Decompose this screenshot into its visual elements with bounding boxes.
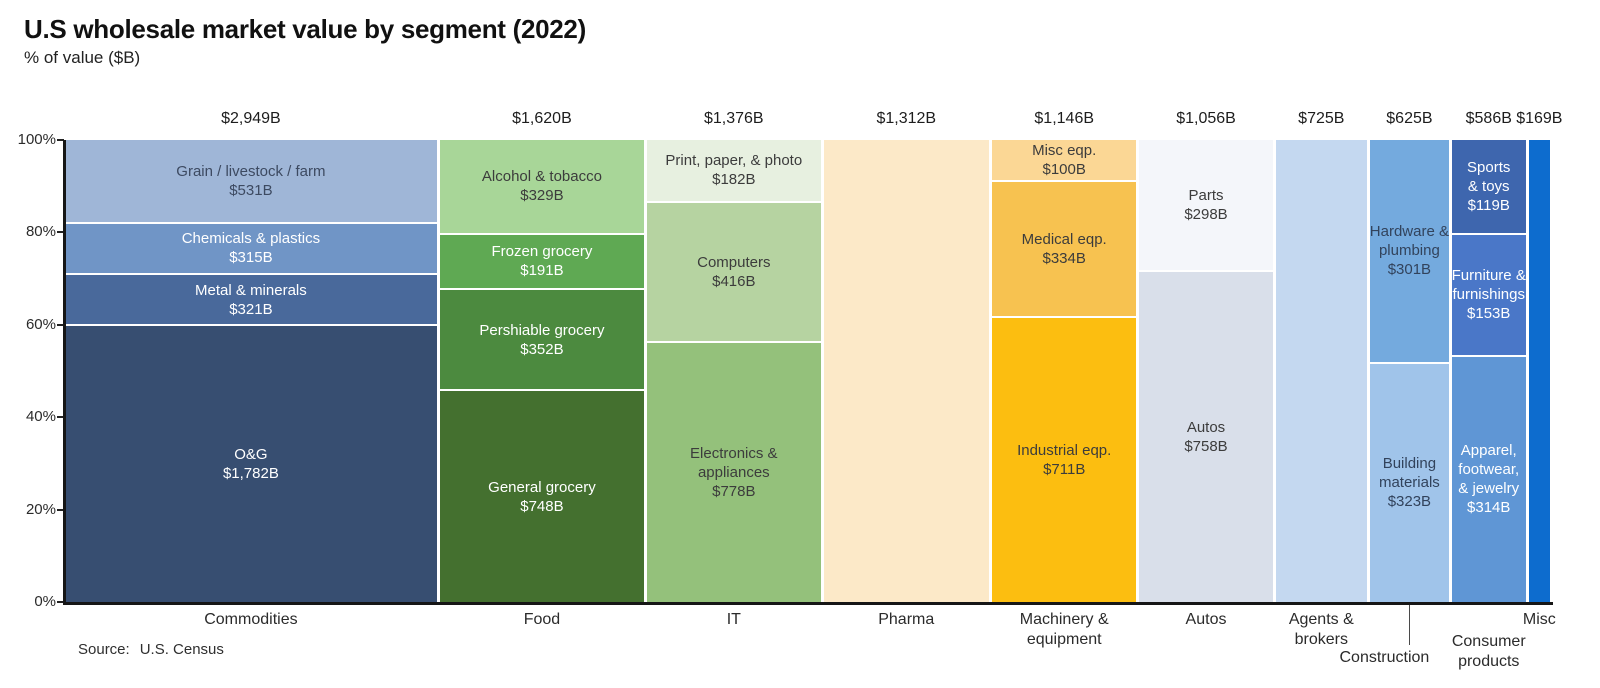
y-tick-label-60: 60% [25,315,56,333]
mekko-segment-medical-eqp: Medical eqp. $334B [991,182,1137,316]
column-total-misc: $169B [1516,110,1563,127]
column-total-consumer-products: $586B [1465,110,1512,127]
mekko-segment-apparel-footwear-jewelry: Apparel, footwear, & jewelry $314B [1451,356,1526,602]
y-tick-mark-20 [57,508,64,511]
segment-label-sports-toys: Sports & toys $119B [1467,159,1511,214]
mekko-column-misc [1528,140,1550,602]
mekko-column-consumer-products: Sports & toys $119B Furniture & furnishings $… [1452,140,1526,602]
x-axis-line [63,602,1553,605]
source-text: U.S. Census [139,641,224,658]
x-axis-label-misc: Misc [1522,611,1556,628]
segment-label-grain-livestock-farm: Grain / livestock / farm $531B [176,163,326,200]
mekko-segment-building-materials: Building materials $323B [1369,363,1449,602]
segment-label-computers: Computers $416B [697,253,771,290]
x-axis-label-consumer-products: Consumer products [1451,633,1526,670]
segment-label-electronics-appliances: Electronics & appliances $778B [690,445,778,501]
mekko-segment-general-grocery: General grocery $748B [439,391,645,602]
column-total-food: $1,620B [512,110,572,127]
x-axis-label-commodities: Commodities [204,611,298,628]
y-tick-mark-0 [57,601,64,603]
x-axis-label-agents-brokers: Agents & brokers [1288,611,1354,648]
segment-label-chemicals-plastics: Chemicals & plastics $315B [181,230,321,267]
mekko-segment-alcohol-tobacco: Alcohol & tobacco $329B [439,140,645,233]
column-total-machinery-equipment: $1,146B [1034,110,1095,127]
segment-label-industrial-eqp: Industrial eqp. $711B [1017,441,1112,478]
mekko-segment-misc-eqp: Misc eqp. $100B [991,140,1137,180]
chart-title: U.S wholesale market value by segment (2… [24,14,586,44]
x-axis-label-construction: Construction [1339,649,1430,666]
mekko-column-autos: Parts $298B Autos $758B [1139,140,1273,602]
mekko-segment-frozen-grocery: Frozen grocery $191B [439,234,645,289]
segment-label-frozen-grocery: Frozen grocery $191B [491,243,593,280]
mekko-segment-autos: Autos $758B [1139,271,1273,602]
y-tick-label-0: 0% [34,593,56,610]
segment-label-pershiable-grocery: Pershiable grocery $352B [479,321,605,358]
mekko-column-machinery-equipment: Misc eqp. $100B Medical eqp. $334B Industria… [991,140,1137,602]
segment-label-o-g: O&G $1,782B [222,446,279,483]
segment-label-metal-minerals: Metal & minerals $321B [195,281,307,318]
mekko-segment-metal-minerals: Metal & minerals $321B [65,274,437,325]
y-tick-mark-80 [57,231,64,234]
segment-label-alcohol-tobacco: Alcohol & tobacco $329B [481,168,602,205]
column-total-it: $1,376B [703,110,764,127]
segment-label-hardware-plumbing: Hardware & plumbing $301B [1369,223,1449,279]
mekko-segment-electronics-appliances: Electronics & appliances $778B [647,343,821,602]
chart-subtitle: % of value ($B) [24,48,141,67]
mekko-segment-hardware-plumbing: Hardware & plumbing $301B [1370,140,1449,362]
x-axis-label-machinery-equipment: Machinery & equipment [1019,611,1109,648]
x-axis-label-autos: Autos [1185,611,1227,628]
mekko-column-commodities: Grain / livestock / farm $531B Chemicals &… [65,140,437,602]
mekko-segment-print-paper-photo: Print, paper, & photo $182B [647,140,821,201]
segment-label-misc-eqp: Misc eqp. $100B [1032,142,1097,178]
segment-label-medical-eqp: Medical eqp. $334B [1021,230,1107,267]
x-axis-label-pharma: Pharma [878,611,935,628]
mekko-segment-parts: Parts $298B [1139,140,1273,270]
segment-label-furniture-furnishings: Furniture & furnishings $153B [1451,267,1526,323]
mekko-column-pharma [823,140,989,602]
y-tick-label-100: 100% [17,131,56,148]
mekko-segment-industrial-eqp: Industrial eqp. $711B [991,317,1137,602]
mekko-segment-furniture-furnishings: Furniture & furnishings $153B [1452,235,1526,355]
leader-line-construction [1409,605,1411,645]
segment-label-autos: Autos $758B [1184,418,1228,455]
source-note: Source: U.S. Census [78,641,224,658]
mekko-segment-agents-brokers [1275,140,1367,602]
mekko-column-agents-brokers [1275,140,1367,602]
segment-label-print-paper-photo: Print, paper, & photo $182B [665,152,803,189]
column-total-commodities: $2,949B [221,110,281,127]
segment-label-building-materials: Building materials $323B [1378,455,1440,511]
mekko-segment-grain-livestock-farm: Grain / livestock / farm $531B [65,140,437,223]
column-total-agents-brokers: $725B [1298,110,1345,127]
y-tick-label-80: 80% [25,223,56,241]
segment-label-apparel-footwear-jewelry: Apparel, footwear, & jewelry $314B [1458,442,1520,517]
y-tick-label-20: 20% [25,500,56,518]
x-axis-label-food: Food [523,611,561,628]
mekko-segment-pershiable-grocery: Pershiable grocery $352B [439,290,645,390]
mekko-segment-pharma [823,140,989,602]
source-prefix: Source: [78,641,130,658]
y-axis-line [63,140,66,605]
column-total-autos: $1,056B [1176,110,1236,127]
y-tick-mark-60 [57,323,64,326]
mekko-segment-o-g: O&G $1,782B [65,326,437,602]
mekko-column-it: Print, paper, & photo $182B Computers $416B… [647,140,821,602]
mekko-segment-sports-toys: Sports & toys $119B [1451,140,1526,233]
mekko-column-food: Alcohol & tobacco $329B Frozen grocery $191… [439,140,645,602]
y-tick-mark-40 [57,416,64,419]
segment-label-general-grocery: General grocery $748B [488,478,596,515]
y-tick-mark-100 [57,139,64,141]
y-tick-label-40: 40% [25,408,56,426]
column-total-construction: $625B [1386,110,1433,127]
x-axis-label-it: IT [726,611,741,628]
mekko-segment-chemicals-plastics: Chemicals & plastics $315B [65,224,437,273]
mekko-column-construction: Hardware & plumbing $301B Building materials… [1370,140,1449,602]
mekko-plot: Grain / livestock / farm $531B Chemicals &… [65,140,1550,602]
mekko-segment-misc [1528,140,1550,602]
column-total-pharma: $1,312B [876,110,937,127]
segment-label-parts: Parts $298B [1184,186,1228,223]
mekko-segment-computers: Computers $416B [647,202,821,342]
